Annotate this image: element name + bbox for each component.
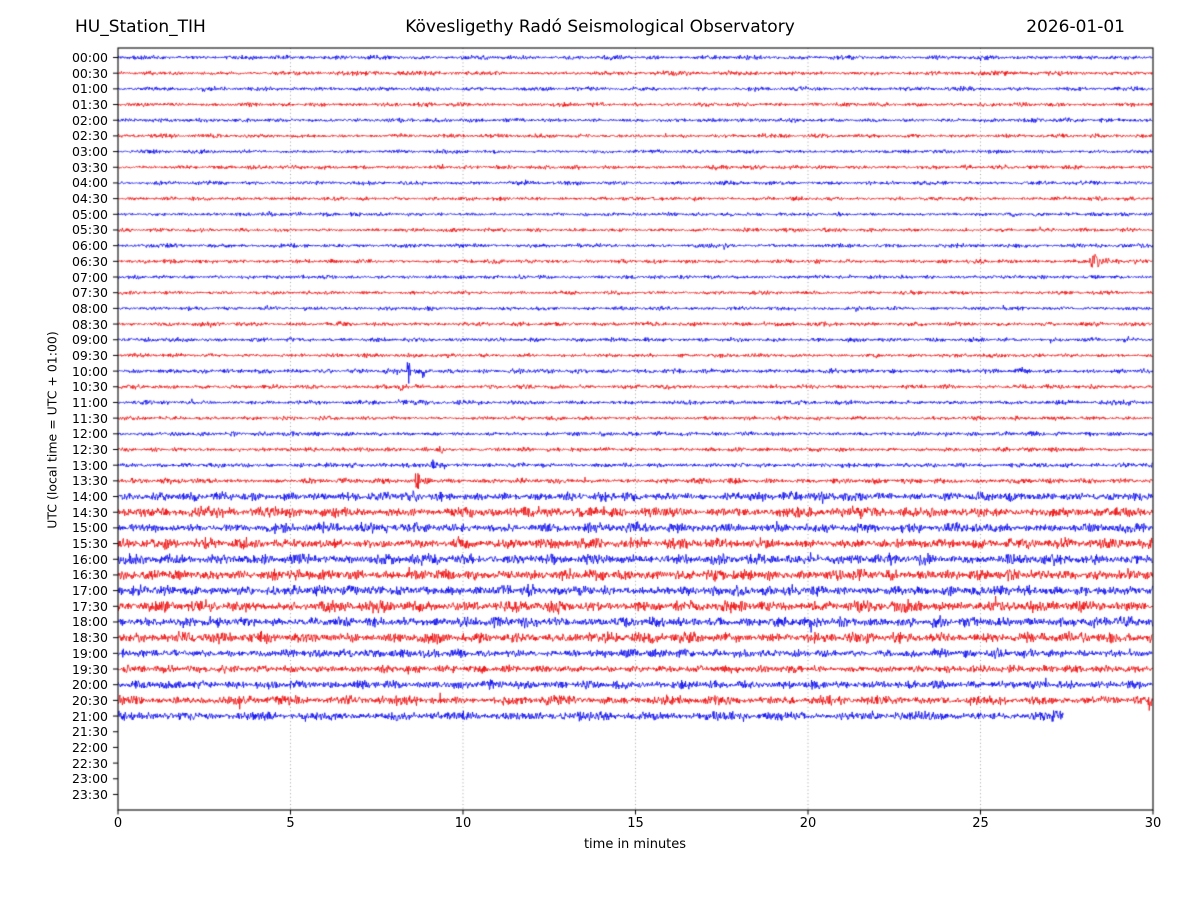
x-tick-label: 25 (972, 816, 989, 831)
x-tick-label: 0 (113, 816, 123, 831)
figure-title-row: HU_Station_TIH Kövesligethy Radó Seismol… (0, 17, 1200, 41)
y-tick-label: 00:00 (71, 50, 108, 65)
y-axis-label: UTC (local time = UTC + 01:00) (44, 331, 60, 529)
y-tick-label: 07:30 (71, 285, 108, 301)
y-tick-label: 05:00 (71, 206, 108, 222)
y-tick-label: 02:00 (71, 112, 108, 128)
x-tick-label: 30 (1144, 816, 1162, 831)
y-tick-label: 14:30 (71, 504, 108, 520)
y-tick-label: 01:00 (71, 81, 108, 97)
y-tick-label: 20:30 (71, 692, 108, 708)
y-tick-label: 20:00 (71, 677, 108, 693)
y-tick-label: 17:00 (71, 583, 108, 599)
y-tick-label: 03:00 (71, 144, 108, 160)
y-tick-label: 16:00 (71, 551, 108, 567)
y-tick-label: 04:30 (71, 191, 108, 207)
y-tick-label: 14:00 (71, 489, 108, 505)
y-tick-label: 11:00 (71, 394, 108, 410)
y-tick-label: 06:30 (71, 253, 108, 269)
y-tick-label: 23:00 (71, 771, 108, 787)
y-tick-label: 05:30 (71, 222, 108, 238)
y-tick-label: 16:30 (71, 567, 108, 583)
y-tick-label: 09:00 (71, 332, 108, 348)
y-tick-label: 03:30 (71, 159, 108, 175)
y-tick-label: 19:00 (71, 645, 108, 661)
y-tick-label: 21:00 (71, 708, 108, 724)
station-title: HU_Station_TIH (75, 17, 206, 37)
y-tick-label: 13:30 (71, 473, 108, 489)
y-tick-label: 00:30 (71, 65, 108, 81)
y-tick-label: 12:30 (71, 442, 108, 457)
y-tick-label: 12:00 (71, 426, 108, 442)
y-tick-label: 22:30 (71, 755, 108, 771)
y-tick-label: 19:30 (71, 661, 108, 677)
x-axis-label: time in minutes (583, 837, 687, 852)
x-tick-label: 20 (799, 816, 817, 831)
y-tick-label: 04:00 (71, 175, 108, 191)
y-tick-label: 18:30 (71, 630, 108, 646)
date-title: 2026-01-01 (1026, 17, 1125, 37)
y-tick-label: 15:30 (71, 536, 108, 552)
y-tick-label: 02:30 (71, 128, 108, 144)
y-tick-label: 06:00 (71, 238, 108, 254)
y-tick-label: 11:30 (71, 410, 108, 426)
y-tick-label: 22:00 (71, 739, 108, 755)
y-tick-label: 08:30 (71, 316, 108, 332)
observatory-title: Kövesligethy Radó Seismological Observat… (405, 17, 795, 37)
y-tick-label: 17:30 (71, 598, 108, 614)
y-tick-label: 08:00 (71, 300, 108, 316)
y-tick-label: 10:30 (71, 379, 108, 395)
y-tick-label: 23:30 (71, 786, 108, 802)
x-tick-label: 15 (627, 816, 644, 831)
x-tick-label: 10 (454, 816, 472, 831)
y-tick-label: 07:00 (71, 269, 108, 285)
y-tick-label: 15:00 (71, 520, 108, 536)
y-tick-label: 09:30 (71, 347, 108, 363)
x-tick-label: 5 (286, 816, 295, 831)
y-tick-label: 01:30 (71, 97, 108, 113)
y-tick-label: 18:00 (71, 614, 108, 630)
y-tick-label: 13:00 (71, 457, 108, 473)
y-tick-label: 21:30 (71, 724, 108, 740)
y-tick-label: 10:00 (71, 363, 108, 379)
